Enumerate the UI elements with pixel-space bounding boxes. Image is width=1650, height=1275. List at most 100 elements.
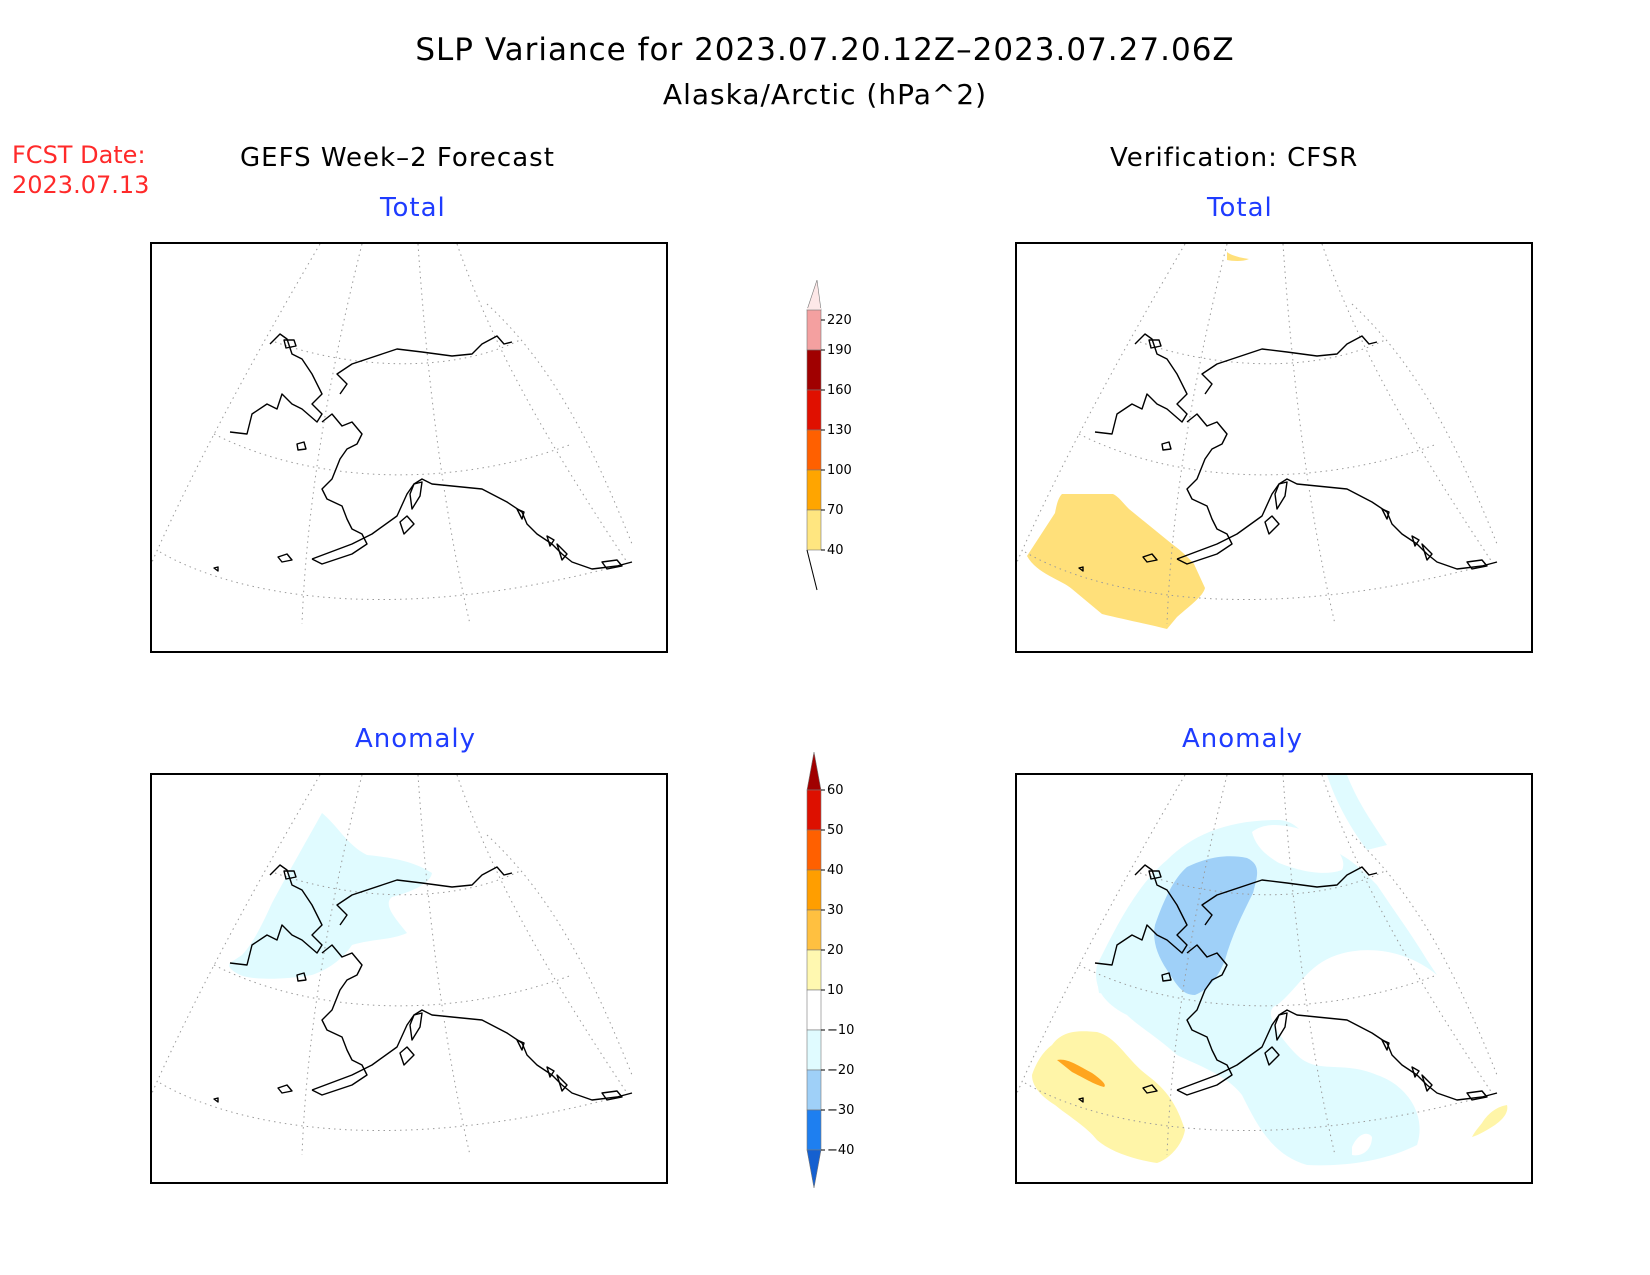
graticule-line <box>417 244 471 625</box>
graticule-line <box>1024 1082 1498 1131</box>
graticule-line <box>1166 775 1228 1156</box>
map-verification-total-svg <box>1017 244 1498 629</box>
coastline-segment <box>1421 543 1433 561</box>
fcst-date-label: FCST Date: <box>12 141 146 169</box>
total-colorbar: 220 190 160 130 100 70 40 <box>806 280 852 591</box>
map-verification-total <box>1015 242 1533 653</box>
figure-subtitle: Alaska/Arctic (hPa^2) <box>662 78 988 111</box>
colorbar-box <box>806 509 822 551</box>
coastline-segment <box>556 1074 568 1092</box>
right-column-title: Verification: CFSR <box>1110 143 1359 173</box>
graticule <box>1017 775 1498 1156</box>
colorbar-box <box>806 1069 822 1111</box>
map-forecast-anomaly-svg <box>152 775 633 1156</box>
graticule-line <box>213 433 573 476</box>
coastline-segment <box>516 1039 525 1051</box>
coastline-segment <box>1176 413 1233 565</box>
map-forecast-anomaly <box>150 773 668 1184</box>
graticule-line <box>1351 834 1498 1076</box>
coastline-segment <box>1466 559 1488 570</box>
colorbar-label: 40 <box>827 543 844 558</box>
graticule-line <box>456 244 628 563</box>
coastline-segment <box>1176 944 1233 1096</box>
colorbar-label: −10 <box>827 1023 854 1038</box>
coastline-segment <box>283 870 297 880</box>
coastline-segment <box>1142 553 1158 563</box>
coastline <box>1078 333 1498 572</box>
graticule-line <box>213 964 573 1007</box>
colorbar-box <box>806 1109 822 1151</box>
colorbar-box <box>806 789 822 831</box>
coastline-segment <box>546 535 555 547</box>
colorbar-label: 40 <box>827 863 844 878</box>
shading <box>1032 775 1508 1166</box>
shade-light-cyan-north <box>229 813 432 979</box>
shading <box>1027 252 1249 629</box>
shade-light-yellow-bering <box>1032 1031 1185 1163</box>
colorbar-label: 130 <box>827 423 852 438</box>
graticule-line <box>1321 775 1493 1094</box>
graticule-line <box>159 1082 633 1131</box>
colorbar-label: 30 <box>827 903 844 918</box>
fcst-date-value: 2023.07.13 <box>12 171 150 199</box>
panel-title-forecast-total: Total <box>380 193 446 223</box>
coastline-segment <box>296 972 307 982</box>
coastline-segment <box>1274 481 1288 510</box>
graticule-line <box>1024 551 1498 600</box>
coastline-segment <box>409 481 423 510</box>
coastline-segment <box>601 1090 623 1101</box>
coastline-segment <box>1201 335 1378 395</box>
shade-yellow-bering <box>1027 494 1205 629</box>
anomaly-colorbar: 60 50 40 30 20 10 −10 −20 −30 −40 <box>806 752 854 1189</box>
coastline-segment <box>283 339 297 349</box>
coastline-segment <box>1176 478 1498 570</box>
shade-yellow-top <box>1227 252 1249 261</box>
colorbar-top-cap <box>806 752 822 791</box>
coastline <box>213 333 633 572</box>
coastline-segment <box>213 566 219 572</box>
shade-white-hole <box>1252 824 1344 873</box>
figure-title: SLP Variance for 2023.07.20.12Z–2023.07.… <box>415 32 1235 68</box>
coastline-segment <box>1161 441 1172 451</box>
coastline-segment <box>1176 1009 1498 1101</box>
coastline-segment <box>336 335 513 395</box>
graticule <box>152 244 633 625</box>
graticule-line <box>1321 244 1493 563</box>
coastline-segment <box>213 1097 219 1103</box>
shade-light-cyan-west <box>1097 960 1143 997</box>
colorbar-top-cap <box>806 280 822 311</box>
colorbar-label: −30 <box>827 1103 854 1118</box>
coastline-segment <box>1264 1046 1280 1066</box>
colorbar-label: 50 <box>827 823 844 838</box>
coastline-segment <box>1381 508 1390 520</box>
coastline-segment <box>1078 1097 1084 1103</box>
colorbar-box <box>806 829 822 871</box>
coastline <box>213 864 633 1103</box>
shade-orange-bering <box>1057 1059 1105 1087</box>
coastline-segment <box>1094 333 1188 435</box>
colorbar-box <box>806 989 822 1031</box>
coastline-segment <box>229 864 323 966</box>
coastline-segment <box>1421 1074 1433 1092</box>
left-column-title: GEFS Week–2 Forecast <box>240 143 555 173</box>
graticule-line <box>301 244 363 625</box>
graticule-line <box>1078 964 1438 1007</box>
colorbar-box <box>806 389 822 431</box>
coastline-segment <box>1161 972 1172 982</box>
coastline-segment <box>229 333 323 435</box>
colorbar-box <box>806 909 822 951</box>
shade-white-hole-2 <box>1352 1133 1372 1156</box>
coastline-segment <box>277 1084 293 1094</box>
colorbar-bottom-cap <box>806 549 818 591</box>
graticule-line <box>456 775 628 1094</box>
coastline-segment <box>311 478 633 570</box>
coastline-segment <box>1411 535 1420 547</box>
colorbar-label: 190 <box>827 343 852 358</box>
coastline-segment <box>546 1066 555 1078</box>
coastline-segment <box>1142 1084 1158 1094</box>
graticule-line <box>486 834 633 1076</box>
coastline-segment <box>516 508 525 520</box>
coastline-segment <box>1274 1012 1288 1041</box>
panel-title-forecast-anomaly: Anomaly <box>355 724 477 754</box>
coastline-segment <box>1078 566 1084 572</box>
